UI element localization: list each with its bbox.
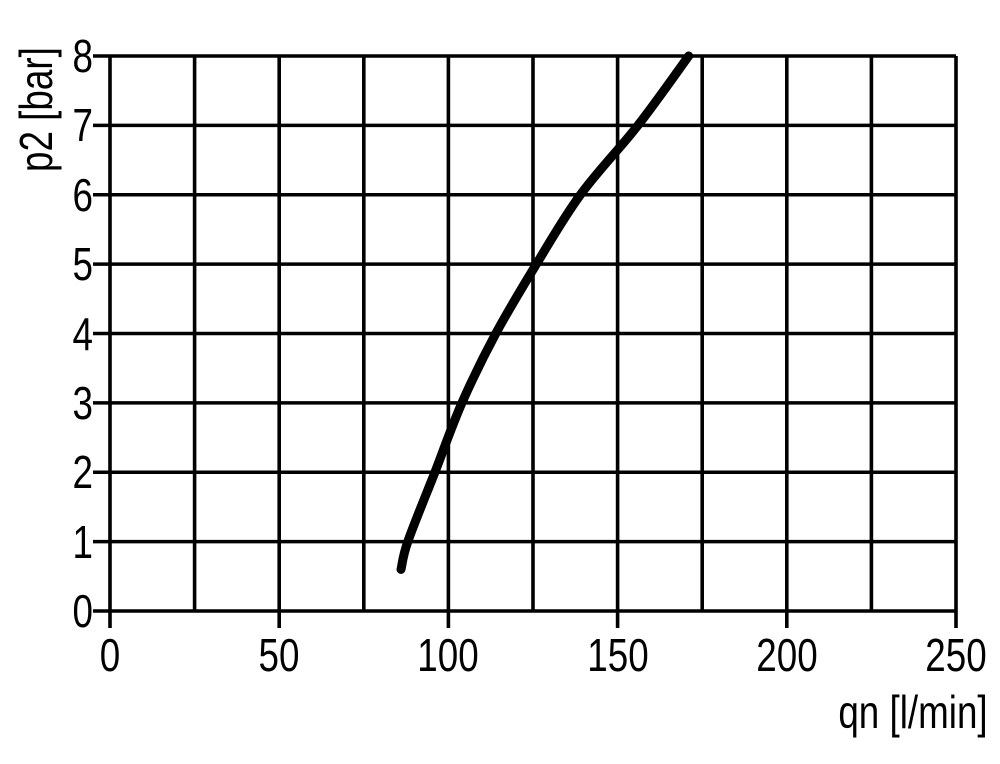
x-axis-title: qn [l/min] xyxy=(838,686,988,738)
x-tick-label: 0 xyxy=(99,629,121,681)
y-tick-label: 0 xyxy=(72,585,93,637)
y-tick-label: 6 xyxy=(72,168,93,221)
y-tick-label: 3 xyxy=(72,376,93,429)
series-curve xyxy=(396,51,694,574)
y-tick-label: 5 xyxy=(72,238,93,291)
y-tick-label: 8 xyxy=(72,30,93,82)
y-tick-label: 2 xyxy=(72,446,93,499)
y-tick-label: 7 xyxy=(72,99,93,152)
x-tick-label: 250 xyxy=(925,629,987,681)
x-tick-label: 50 xyxy=(258,629,300,681)
x-tick-label: 100 xyxy=(417,629,480,681)
y-tick-label: 4 xyxy=(72,307,93,360)
x-tick-label: 200 xyxy=(756,629,818,681)
y-axis-title: p2 [bar] xyxy=(10,47,62,172)
x-tick-label: 150 xyxy=(586,629,649,681)
y-tick-label: 1 xyxy=(72,515,93,568)
